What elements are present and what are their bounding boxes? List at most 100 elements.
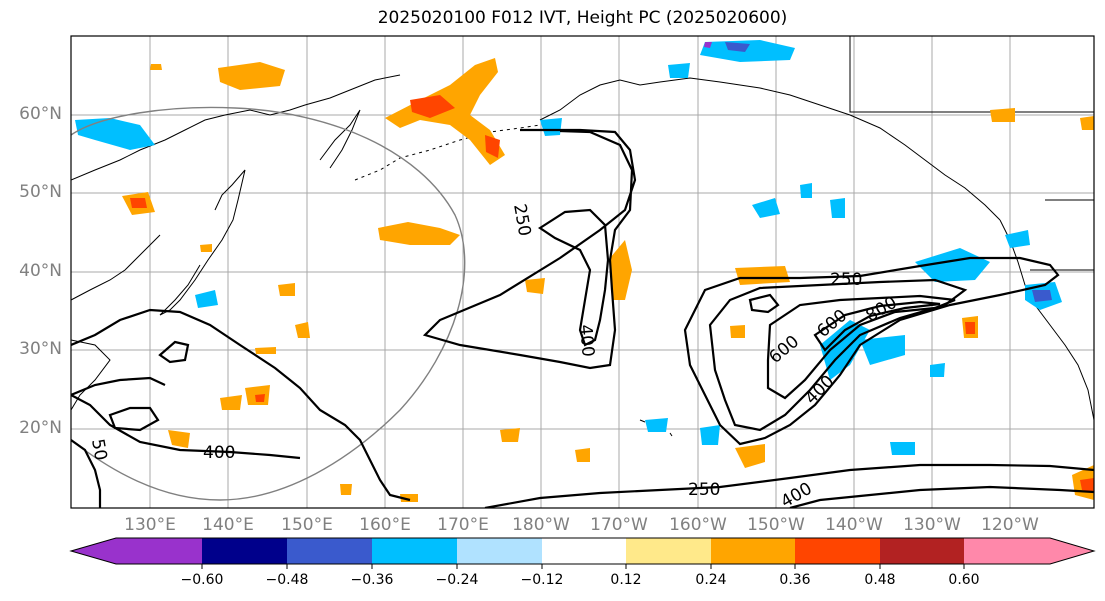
alaska-coast: [539, 77, 1001, 221]
lon-label: 130°E: [124, 515, 176, 535]
pos-anomaly-area: [400, 494, 418, 502]
lon-label: 140°W: [825, 515, 883, 535]
colorbar-swatch: [457, 538, 542, 564]
lon-label: 160°W: [669, 515, 727, 535]
na-west-coast: [999, 219, 1094, 421]
pos-anomaly-area: [410, 95, 455, 118]
pos-anomaly-area: [610, 240, 632, 300]
colorbar-tick-label: 0.12: [610, 572, 642, 588]
colorbar-tick-label: 0.60: [948, 572, 980, 588]
contour-400-west: [71, 394, 301, 460]
pos-anomaly-area: [1080, 116, 1094, 130]
contour-400-east: [708, 278, 968, 432]
lat-label: 30°N: [19, 339, 62, 359]
pos-anomaly-area: [200, 244, 212, 252]
colorbar-tick-label: −0.12: [520, 572, 564, 588]
pos-anomaly-area: [500, 428, 520, 442]
colorbar-tick-label: 0.24: [695, 572, 727, 588]
neg-anomaly-area: [725, 42, 750, 52]
kamchatka-coast: [319, 109, 361, 169]
contour-label: 250: [688, 480, 720, 500]
colorbar-tick-label: 0.36: [779, 572, 811, 588]
pos-anomaly-area: [130, 198, 147, 208]
asia-coast: [71, 74, 401, 411]
pos-anomaly-area: [295, 322, 310, 338]
lon-label: 150°E: [281, 515, 333, 535]
reference-circle: [71, 106, 466, 501]
colorbar-outline: [69, 537, 1096, 565]
japan-coast: [159, 169, 246, 316]
pos-anomaly-area: [965, 322, 975, 334]
neg-anomaly-area: [700, 40, 795, 62]
aleutian-chain: [354, 124, 541, 181]
pos-anomaly-area: [485, 135, 500, 158]
colorbar-swatch: [287, 538, 372, 564]
pos-anomaly-area: [168, 430, 190, 448]
contour-800-east: [813, 300, 941, 352]
neg-anomaly-area: [890, 442, 915, 455]
neg-anomaly-area: [645, 418, 668, 432]
colorbar-tick-label: −0.60: [180, 572, 224, 588]
pos-anomaly-area: [1080, 478, 1094, 492]
contour-250-east: [683, 256, 1060, 446]
lat-label: 50°N: [19, 182, 62, 202]
lon-label: 150°W: [747, 515, 805, 535]
neg-anomaly-area: [1005, 230, 1030, 248]
colorbar-swatch: [880, 538, 964, 564]
lat-label: 60°N: [19, 104, 62, 124]
colorbar: [69, 537, 1096, 569]
contour-small-west: [158, 340, 190, 364]
lon-label: 180°W: [512, 515, 570, 535]
colorbar-swatch: [626, 538, 711, 564]
contour-label: 50: [87, 437, 110, 462]
neg-anomaly-area: [540, 118, 562, 136]
colorbar-tick-label: −0.48: [265, 572, 309, 588]
pos-anomaly-area: [735, 266, 790, 285]
colorbar-extend-right: [1050, 538, 1094, 564]
neg-anomaly-area: [195, 290, 218, 308]
lon-label: 120°W: [981, 515, 1039, 535]
colorbar-extend-left: [71, 538, 116, 564]
lon-label: 170°W: [590, 515, 648, 535]
colorbar-swatch: [116, 538, 202, 564]
map-frame: [70, 35, 1095, 509]
neg-anomaly-area: [752, 198, 780, 218]
pos-anomaly-area: [378, 222, 460, 245]
pos-anomaly-area: [735, 444, 765, 468]
colorbar-tick-label: −0.36: [350, 572, 394, 588]
lon-label: 170°E: [437, 515, 489, 535]
neg-anomaly-area: [668, 63, 690, 78]
contour-label: 250: [830, 270, 862, 290]
contour-250-south: [484, 463, 1094, 508]
lon-label: 140°E: [202, 515, 254, 535]
pos-anomaly-area: [220, 395, 242, 410]
pos-anomaly-area: [255, 347, 276, 354]
pos-anomaly-area: [575, 448, 590, 462]
contour-50-west: [71, 439, 102, 508]
contour-600-east: [766, 294, 956, 400]
pos-anomaly-area: [150, 64, 162, 70]
colorbar-tick-label: 0.48: [864, 572, 896, 588]
contour-label: 400: [575, 324, 598, 358]
lat-label: 40°N: [19, 261, 62, 281]
colorbar-swatch: [372, 538, 457, 564]
neg-anomaly-area: [915, 248, 990, 282]
pos-anomaly-area: [278, 283, 295, 296]
pos-anomaly-area: [340, 484, 352, 495]
colorbar-swatch: [795, 538, 880, 564]
neg-anomaly-area: [860, 335, 905, 365]
neg-anomaly-area: [75, 118, 155, 150]
ivt-positive-shading: [122, 58, 1094, 502]
pos-anomaly-area: [730, 325, 745, 338]
contour-400-south: [789, 485, 1094, 508]
pos-anomaly-area: [525, 278, 545, 294]
neg-anomaly-area: [700, 425, 720, 445]
lat-label: 20°N: [19, 418, 62, 438]
neg-anomaly-area: [704, 42, 712, 48]
neg-anomaly-area: [930, 363, 945, 377]
lon-label: 130°W: [903, 515, 961, 535]
neg-anomaly-area: [1032, 290, 1052, 302]
lon-label: 160°E: [359, 515, 411, 535]
contour-250-west: [71, 308, 411, 502]
